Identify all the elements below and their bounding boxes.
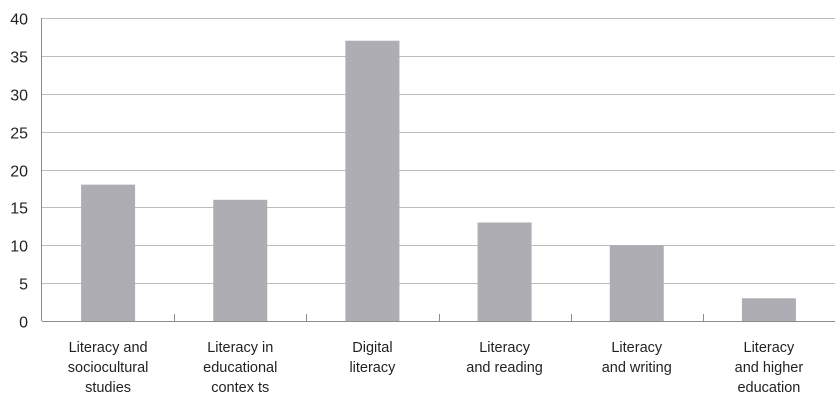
x-tick-label-line: contex ts	[211, 380, 269, 394]
x-tick-label-line: and writing	[602, 360, 672, 376]
x-tick-label-line: Literacy in	[207, 340, 273, 356]
x-tick-label-line: education	[737, 380, 800, 394]
x-tick-label-line: educational	[203, 360, 277, 376]
bar	[742, 298, 796, 321]
x-tick-label-line: literacy	[349, 360, 396, 376]
y-tick-label: 35	[10, 50, 28, 67]
x-tick-label: Digital literacy	[349, 340, 396, 376]
x-tick-label: Literacy and writing	[602, 340, 672, 376]
x-tick-label: Literacy and sociocultural studies	[68, 340, 149, 394]
bar	[345, 41, 399, 321]
bar	[478, 223, 532, 321]
bars	[81, 41, 796, 321]
y-tick-label: 20	[10, 164, 28, 181]
x-tick-label-line: and higher	[735, 360, 804, 376]
x-tick-label: Literacy and higher education	[735, 340, 804, 394]
x-tick-label-line: studies	[85, 380, 131, 394]
y-tick-label: 5	[19, 277, 28, 294]
x-tick-label-line: Literacy	[744, 340, 796, 356]
axes	[42, 18, 835, 322]
x-tick-label: Literacy in educational contex ts	[203, 340, 277, 394]
bar	[610, 245, 664, 321]
x-tick-label-line: Literacy and	[69, 340, 148, 356]
bar	[81, 185, 135, 321]
y-tick-label: 0	[19, 315, 28, 332]
gridlines	[42, 19, 835, 284]
y-tick-label: 25	[10, 126, 28, 143]
y-tick-labels: 0 5 10 15 20 25 30 35 40	[10, 12, 28, 332]
y-tick-label: 15	[10, 201, 28, 218]
x-tick-label: Literacy and reading	[466, 340, 543, 376]
y-tick-label: 10	[10, 239, 28, 256]
x-tick-label-line: sociocultural	[68, 360, 149, 376]
bar	[213, 200, 267, 321]
x-tick-label-line: Literacy	[611, 340, 663, 356]
x-tick-label-line: and reading	[466, 360, 543, 376]
y-tick-label: 40	[10, 12, 28, 29]
x-tick-label-line: Digital	[352, 340, 392, 356]
x-tick-label-line: Literacy	[479, 340, 531, 356]
y-tick-label: 30	[10, 88, 28, 105]
